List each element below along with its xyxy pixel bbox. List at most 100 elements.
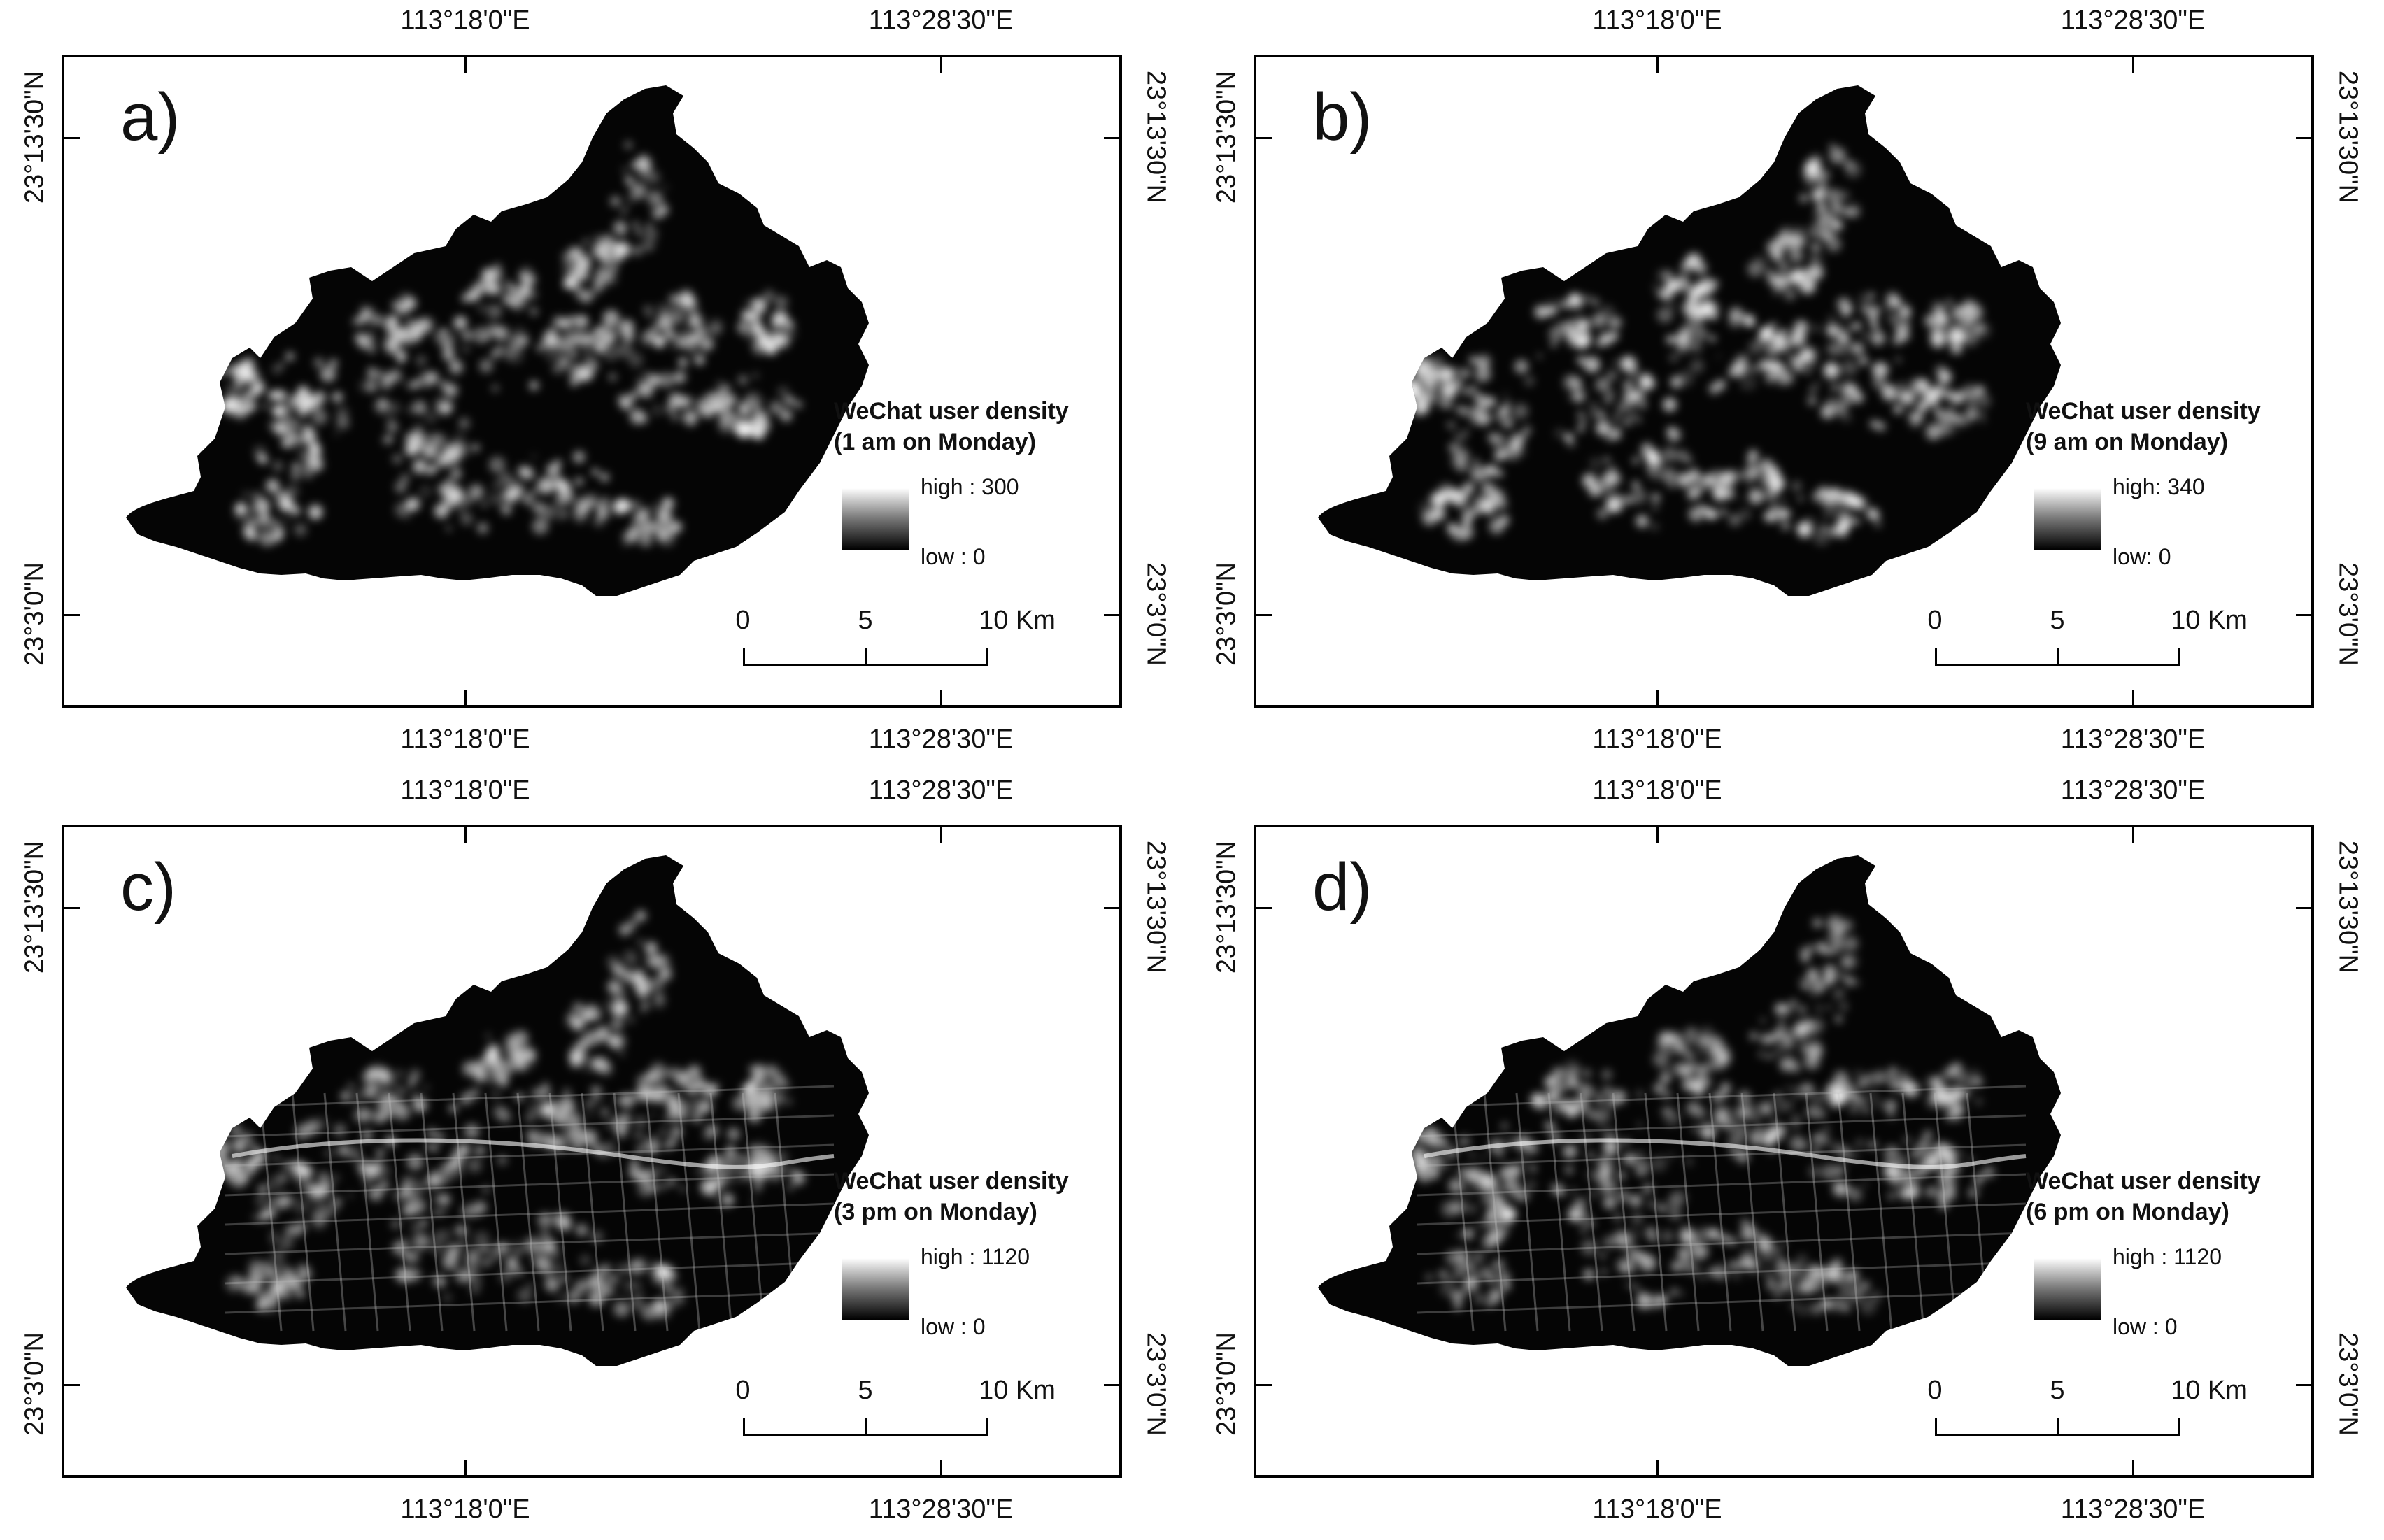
density-hotspot <box>1925 1143 1932 1150</box>
density-hotspot <box>1668 482 1675 489</box>
density-hotspot <box>580 1053 587 1060</box>
density-hotspot <box>1844 397 1853 406</box>
density-hotspot <box>1766 274 1778 285</box>
density-hotspot <box>658 204 669 215</box>
street-line <box>1708 1092 1732 1332</box>
street-line <box>1934 1092 1957 1332</box>
density-hotspot <box>1606 369 1618 381</box>
density-hotspot <box>1815 942 1828 954</box>
density-hotspot <box>624 1113 630 1120</box>
density-hotspot <box>468 484 484 500</box>
density-hotspot <box>504 1034 518 1048</box>
density-hotspot <box>1670 1260 1682 1272</box>
density-hotspot <box>747 1108 762 1123</box>
density-hotspot <box>517 1288 533 1304</box>
density-hotspot <box>1651 1155 1668 1172</box>
density-hotspot <box>1851 517 1857 524</box>
density-hotspot <box>1502 1183 1508 1190</box>
density-hotspot <box>1689 341 1703 355</box>
density-hotspot <box>495 498 505 508</box>
density-hotspot <box>733 419 750 436</box>
density-hotspot <box>336 406 349 420</box>
density-hotspot <box>1696 1034 1712 1050</box>
density-hotspot <box>1770 322 1777 329</box>
density-hotspot <box>1809 1276 1825 1292</box>
density-hotspot <box>432 331 444 342</box>
density-hotspot <box>1837 331 1850 344</box>
density-hotspot <box>1807 264 1824 280</box>
density-hotspot <box>1594 1112 1603 1121</box>
density-hotspot <box>586 492 598 505</box>
density-hotspot <box>674 334 688 348</box>
density-hotspot <box>567 1113 583 1128</box>
density-hotspot <box>1550 341 1557 348</box>
density-hotspot <box>1843 953 1859 969</box>
density-hotspot <box>1789 1263 1804 1278</box>
density-hotspot <box>1736 354 1750 367</box>
density-hotspot <box>593 1057 609 1073</box>
lat-label-right-1: 23°13'30"N <box>2333 840 2363 974</box>
density-hotspot <box>613 1097 620 1104</box>
density-hotspot <box>296 1230 301 1236</box>
lat-label-right-1: 23°13'30"N <box>1141 70 1171 204</box>
density-hotspot <box>1938 1085 1947 1094</box>
density-hotspot <box>1571 1074 1576 1080</box>
density-hotspot <box>1663 270 1674 281</box>
legend-title-line-1: WeChat user density <box>834 1168 1069 1195</box>
density-hotspot <box>661 497 675 511</box>
density-hotspot <box>1974 1077 1983 1087</box>
density-hotspot <box>395 1246 401 1252</box>
density-hotspot <box>1816 1008 1822 1014</box>
density-hotspot <box>551 484 558 490</box>
density-hotspot <box>256 1276 262 1282</box>
density-hotspot <box>532 501 545 514</box>
density-hotspot <box>1625 497 1633 504</box>
lon-label-bottom-2: 113°28'30"E <box>868 1495 1014 1524</box>
density-hotspot <box>785 396 794 405</box>
density-hotspot <box>303 469 314 479</box>
density-hotspot <box>1796 1254 1808 1266</box>
density-hotspot <box>1637 1122 1643 1128</box>
density-hotspot <box>460 1093 471 1105</box>
density-hotspot <box>1778 1281 1787 1291</box>
density-hotspot <box>1647 1199 1657 1209</box>
density-hotspot <box>1840 520 1851 531</box>
density-hotspot <box>644 372 650 378</box>
density-hotspot <box>445 477 454 486</box>
density-hotspot <box>440 453 448 462</box>
density-hotspot <box>612 964 625 977</box>
density-hotspot <box>560 318 570 329</box>
street-line <box>1417 1143 2027 1167</box>
density-hotspot <box>555 1138 561 1143</box>
density-hotspot <box>218 1157 227 1166</box>
density-hotspot <box>432 1209 440 1217</box>
density-hotspot <box>449 488 464 504</box>
density-hotspot <box>632 500 641 510</box>
density-hotspot <box>572 350 578 356</box>
density-hotspot <box>1800 1142 1808 1149</box>
street-line <box>1417 1173 2027 1197</box>
density-hotspot <box>234 1158 246 1171</box>
density-hotspot <box>430 1241 444 1255</box>
scale-bar: 0 5 10 Km <box>1927 606 2248 676</box>
density-hotspot <box>273 1155 279 1162</box>
density-hotspot <box>1636 1165 1648 1177</box>
density-hotspot <box>473 1059 488 1074</box>
density-hotspot <box>1645 1227 1657 1239</box>
density-hotspot <box>334 1203 339 1209</box>
density-hotspot <box>1636 515 1649 528</box>
map-panel-c: 113°18'0"E 113°28'30"E 113°18'0"E 113°28… <box>0 770 1192 1540</box>
density-hotspot <box>1826 342 1841 357</box>
legend-title: WeChat user density (1 am on Monday) <box>834 396 1069 457</box>
density-hotspot <box>1712 1046 1722 1057</box>
density-hotspot <box>1787 291 1794 299</box>
density-hotspot <box>509 335 525 352</box>
density-hotspot <box>622 248 629 255</box>
density-hotspot <box>1660 1072 1671 1084</box>
density-hotspot <box>287 397 303 413</box>
density-hotspot <box>758 1106 767 1115</box>
density-hotspot <box>679 1185 686 1192</box>
density-hotspot <box>1612 413 1622 423</box>
density-hotspot <box>522 494 534 505</box>
density-hotspot <box>259 530 276 547</box>
